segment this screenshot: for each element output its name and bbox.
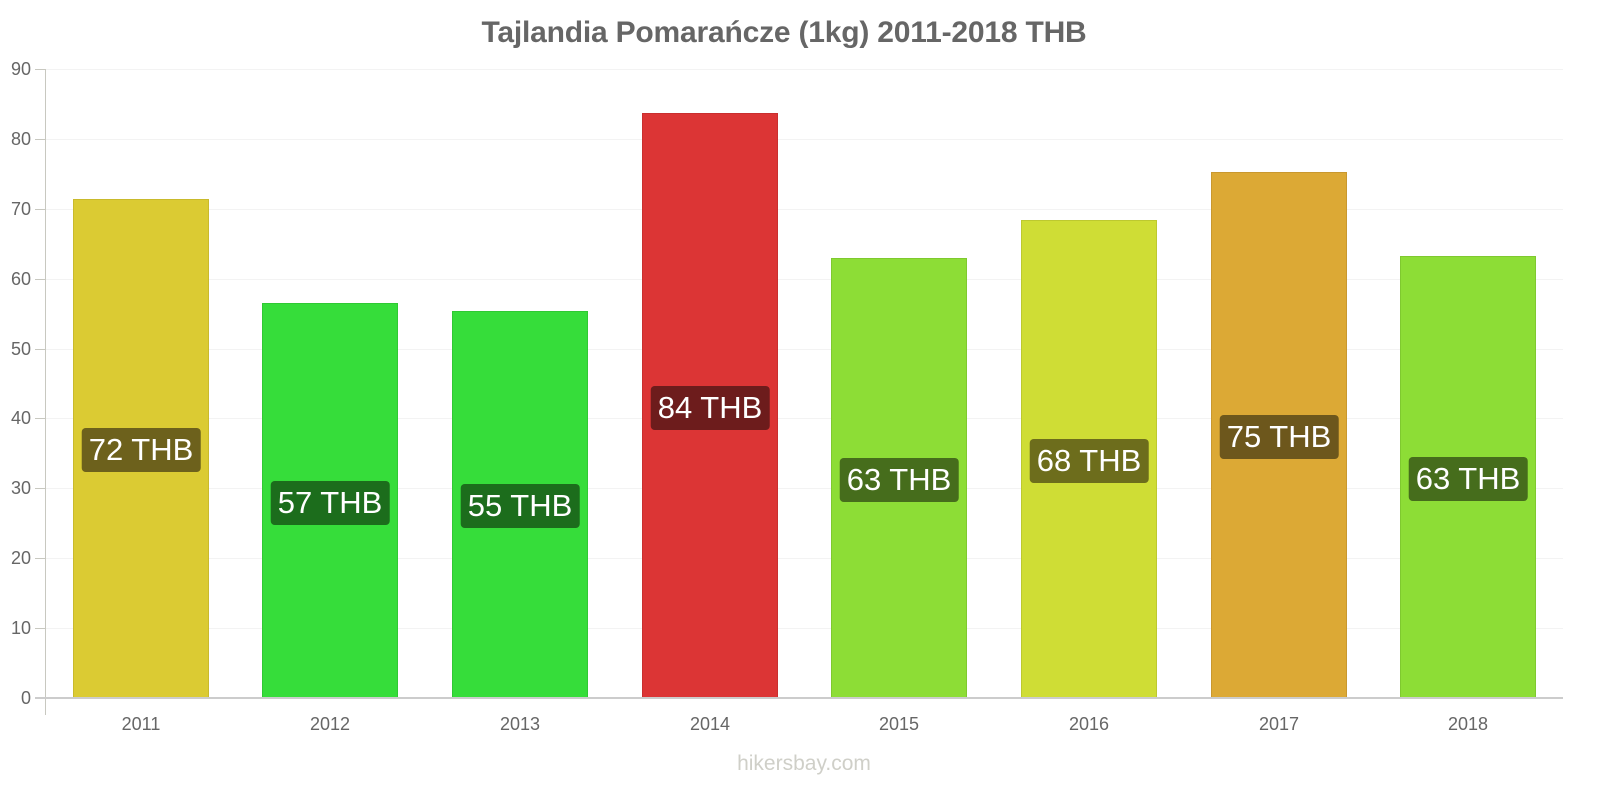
gridline: [46, 558, 1563, 559]
x-tick-label: 2015: [878, 714, 920, 734]
y-tick-label: 10: [10, 618, 31, 638]
chart-title: Tajlandia Pomarańcze (1kg) 2011-2018 THB: [481, 16, 1087, 49]
value-label-2013: 55 THB: [460, 484, 580, 528]
x-tick-label: 2014: [689, 714, 731, 734]
x-tick-label: 2016: [1068, 714, 1110, 734]
value-label-2017: 75 THB: [1219, 415, 1339, 459]
y-tick-mark: [35, 279, 46, 280]
value-label-2014: 84 THB: [650, 386, 770, 430]
x-tick-label: 2012: [309, 714, 351, 734]
y-tick-label: 70: [10, 199, 31, 219]
y-tick-mark: [35, 628, 46, 629]
y-tick-label: 0: [20, 688, 31, 708]
y-tick-mark: [35, 209, 46, 210]
y-tick-label: 40: [10, 408, 31, 428]
x-tick-label: 2017: [1258, 714, 1300, 734]
y-tick-label: 60: [10, 269, 31, 289]
y-tick-mark: [35, 349, 46, 350]
x-tick-label: 2013: [499, 714, 541, 734]
y-tick-label: 20: [10, 548, 31, 568]
y-tick-mark: [35, 69, 46, 70]
gridline: [46, 209, 1563, 210]
x-tick-label: 2011: [121, 714, 161, 734]
y-tick-label: 90: [10, 59, 31, 79]
y-tick-mark: [35, 139, 46, 140]
gridline: [46, 69, 1563, 70]
value-label-2018: 63 THB: [1408, 457, 1528, 501]
y-tick-mark: [35, 488, 46, 489]
y-tick-label: 30: [10, 478, 31, 498]
source-watermark: hikersbay.com: [737, 752, 871, 775]
y-tick-label: 80: [10, 129, 31, 149]
y-axis: [45, 69, 46, 715]
y-tick-mark: [35, 418, 46, 419]
gridline: [46, 628, 1563, 629]
value-label-2016: 68 THB: [1029, 439, 1149, 483]
y-tick-mark: [35, 558, 46, 559]
x-tick-label: 2018: [1447, 714, 1489, 734]
value-label-2015: 63 THB: [839, 458, 959, 502]
gridline: [46, 418, 1563, 419]
value-label-2011: 72 THB: [81, 428, 201, 472]
gridline: [46, 139, 1563, 140]
value-label-2012: 57 THB: [270, 481, 390, 525]
gridline: [46, 488, 1563, 489]
gridline: [46, 279, 1563, 280]
gridline: [46, 349, 1563, 350]
y-tick-label: 50: [10, 339, 31, 359]
x-axis: [35, 697, 1563, 699]
